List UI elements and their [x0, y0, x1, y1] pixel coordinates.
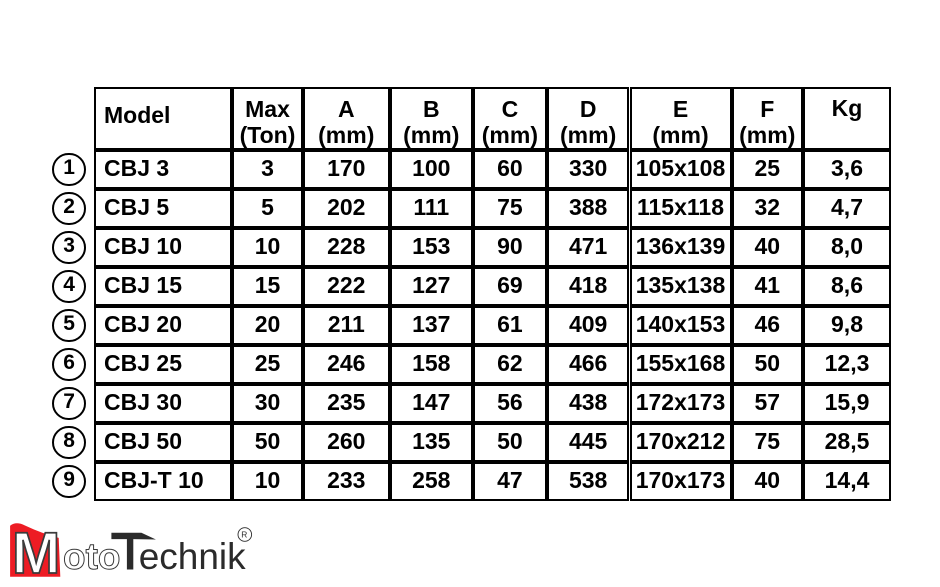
- svg-text:R: R: [241, 529, 247, 539]
- svg-text:M: M: [12, 521, 60, 586]
- svg-text:echnik: echnik: [139, 536, 246, 577]
- svg-text:oto: oto: [63, 536, 121, 577]
